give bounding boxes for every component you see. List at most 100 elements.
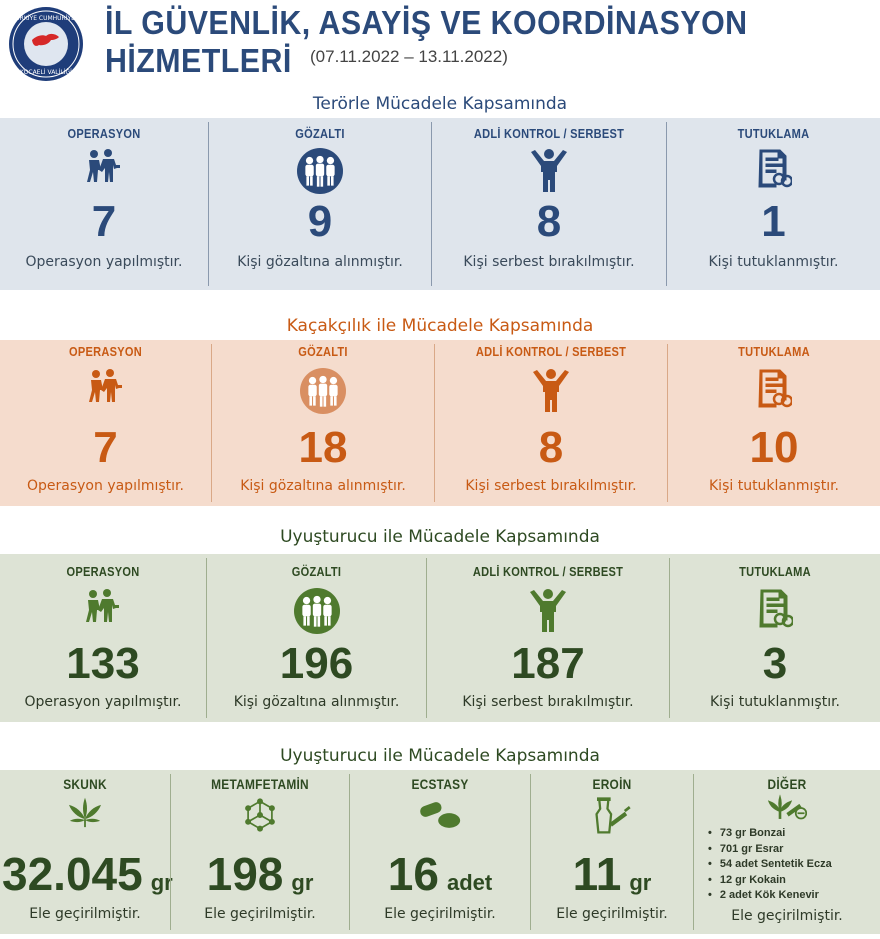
pills-icon bbox=[418, 800, 462, 830]
value-unit: gr bbox=[629, 870, 652, 895]
card-desc: Kişi serbest bırakılmıştır. bbox=[465, 478, 637, 494]
card-label: TUTUKLAMA bbox=[737, 126, 810, 141]
narcotics-operation-card: OPERASYON 133 Operasyon yapılmıştır. bbox=[0, 554, 206, 722]
card-desc: Kişi serbest bırakılmıştır. bbox=[462, 694, 634, 710]
terror-arrest-card: TUTUKLAMA 1 Kişi tutuklanmıştır. bbox=[667, 118, 880, 290]
card-value: 7 bbox=[91, 197, 117, 246]
smuggling-arrest-card: TUTUKLAMA 10 Kişi tutuklanmıştır. bbox=[668, 340, 880, 506]
detainees-icon bbox=[300, 368, 346, 414]
value-unit: gr bbox=[291, 870, 314, 895]
card-value: 9 bbox=[307, 197, 333, 246]
leaf-syringe-icon bbox=[767, 794, 807, 822]
card-desc: Ele geçirilmiştir. bbox=[29, 906, 141, 922]
value-unit: gr bbox=[150, 870, 173, 895]
card-label: OPERASYON bbox=[66, 564, 140, 579]
smuggling-operation-card: OPERASYON 7 Operasyon yapılmıştır. bbox=[0, 340, 211, 506]
smuggling-release-card: ADLİ KONTROL / SERBEST 8 Kişi serbest bı… bbox=[435, 340, 667, 506]
card-label: ADLİ KONTROL / SERBEST bbox=[472, 564, 624, 579]
card-value: 18 bbox=[298, 423, 348, 472]
card-label: ECSTASY bbox=[411, 776, 469, 792]
seizure-meth-card: METAMFETAMİN 198 gr Ele geçirilmiştir. bbox=[171, 770, 349, 934]
narcotics-release-card: ADLİ KONTROL / SERBEST 187 Kişi serbest … bbox=[427, 554, 669, 722]
svg-text:TÜRKİYE CUMHURİYETİ: TÜRKİYE CUMHURİYETİ bbox=[11, 15, 81, 22]
card-value: 32.045 gr bbox=[2, 851, 173, 905]
list-item: 12 gr Kokain bbox=[708, 873, 832, 889]
arrest-icon bbox=[83, 588, 123, 624]
card-desc: Kişi gözaltına alınmıştır. bbox=[237, 254, 403, 270]
card-label: OPERASYON bbox=[67, 126, 141, 141]
card-desc: Kişi tutuklanmıştır. bbox=[708, 254, 839, 270]
card-value: 198 gr bbox=[171, 851, 349, 905]
terror-release-card: ADLİ KONTROL / SERBEST 8 Kişi serbest bı… bbox=[432, 118, 666, 290]
freed-person-icon bbox=[528, 588, 568, 632]
arrest-icon bbox=[86, 368, 126, 404]
card-label: SKUNK bbox=[63, 776, 107, 792]
seizures-band: SKUNK 32.045 gr Ele geçirilmiştir. METAMF… bbox=[0, 770, 880, 934]
page-title: İL GÜVENLİK, ASAYİŞ VE KOORDİNASYON HİZM… bbox=[105, 4, 748, 79]
list-item: 54 adet Sentetik Ecza bbox=[708, 857, 832, 873]
card-desc: Ele geçirilmiştir. bbox=[384, 906, 496, 922]
card-label: TUTUKLAMA bbox=[738, 344, 810, 359]
card-desc: Operasyon yapılmıştır. bbox=[25, 254, 183, 270]
section-title-terror: Terörle Mücadele Kapsamında bbox=[312, 94, 568, 114]
smuggling-band: OPERASYON 7 Operasyon yapılmıştır. GÖZAL… bbox=[0, 340, 880, 506]
card-desc: Operasyon yapılmıştır. bbox=[27, 478, 184, 494]
section-title-seizures: Uyuşturucu ile Mücadele Kapsamında bbox=[280, 746, 600, 766]
value-unit: adet bbox=[446, 870, 493, 895]
card-label: EROİN bbox=[592, 776, 632, 792]
terror-band: OPERASYON 7 Operasyon yapılmıştır. GÖZAL… bbox=[0, 118, 880, 290]
card-desc: Ele geçirilmiştir. bbox=[204, 906, 316, 922]
section-title-smuggling: Kaçakçılık ile Mücadele Kapsamında bbox=[286, 316, 594, 336]
seizure-heroin-card: EROİN 11 gr Ele geçirilmiştir. bbox=[531, 770, 693, 934]
card-label: GÖZALTI bbox=[298, 344, 348, 359]
card-desc: Operasyon yapılmıştır. bbox=[24, 694, 182, 710]
card-value: 11 gr bbox=[531, 851, 693, 905]
section-title-narcotics: Uyuşturucu ile Mücadele Kapsamında bbox=[280, 527, 600, 547]
seizure-skunk-card: SKUNK 32.045 gr Ele geçirilmiştir. bbox=[0, 770, 173, 934]
detainees-icon bbox=[294, 588, 340, 634]
card-desc: Ele geçirilmiştir. bbox=[731, 908, 843, 924]
card-desc: Ele geçirilmiştir. bbox=[556, 906, 668, 922]
kocaeli-valiligi-logo: TÜRKİYE CUMHURİYETİ KOCAELİ VALİLİĞİ bbox=[9, 7, 83, 81]
card-desc: Kişi tutuklanmıştır. bbox=[710, 694, 840, 710]
card-label: DİĞER bbox=[767, 776, 807, 792]
seizure-ecstasy-card: ECSTASY 16 adet Ele geçirilmiştir. bbox=[350, 770, 530, 934]
cannabis-leaf-icon bbox=[67, 796, 103, 828]
card-label: GÖZALTI bbox=[295, 126, 345, 141]
terror-operation-card: OPERASYON 7 Operasyon yapılmıştır. bbox=[0, 118, 208, 290]
narcotics-band: OPERASYON 133 Operasyon yapılmıştır. GÖZ… bbox=[0, 554, 880, 722]
value-number: 198 bbox=[206, 848, 284, 900]
card-label: ADLİ KONTROL / SERBEST bbox=[473, 126, 625, 141]
card-label: OPERASYON bbox=[69, 344, 142, 359]
card-value: 8 bbox=[538, 423, 564, 472]
card-value: 8 bbox=[536, 197, 562, 246]
seizure-other-card: DİĞER 73 gr Bonzai 701 gr Esrar 54 adet … bbox=[694, 770, 880, 934]
card-value: 7 bbox=[93, 423, 118, 472]
card-value: 3 bbox=[762, 639, 788, 688]
freed-person-icon bbox=[529, 148, 569, 192]
list-item: 73 gr Bonzai bbox=[708, 826, 832, 842]
value-number: 16 bbox=[387, 848, 439, 900]
document-handcuffs-icon bbox=[756, 148, 792, 188]
freed-person-icon bbox=[531, 368, 571, 412]
detainees-icon bbox=[297, 148, 343, 194]
value-number: 11 bbox=[572, 848, 622, 900]
document-handcuffs-icon bbox=[757, 588, 793, 628]
card-desc: Kişi gözaltına alınmıştır. bbox=[240, 478, 406, 494]
list-item: 701 gr Esrar bbox=[708, 842, 832, 858]
card-value: 196 bbox=[279, 639, 354, 688]
card-desc: Kişi gözaltına alınmıştır. bbox=[233, 694, 400, 710]
card-value: 16 adet bbox=[350, 851, 530, 905]
svg-text:KOCAELİ VALİLİĞİ: KOCAELİ VALİLİĞİ bbox=[20, 69, 72, 76]
card-value: 1 bbox=[761, 197, 786, 246]
card-label: GÖZALTI bbox=[291, 564, 342, 579]
card-value: 10 bbox=[749, 423, 799, 472]
narcotics-arrest-card: TUTUKLAMA 3 Kişi tutuklanmıştır. bbox=[670, 554, 880, 722]
narcotics-detention-card: GÖZALTI 196 Kişi gözaltına alınmıştır. bbox=[207, 554, 426, 722]
other-seizure-list: 73 gr Bonzai 701 gr Esrar 54 adet Sentet… bbox=[708, 826, 832, 904]
arrest-icon bbox=[84, 148, 124, 184]
heroin-syringe-icon bbox=[592, 796, 632, 836]
card-label: ADLİ KONTROL / SERBEST bbox=[475, 344, 627, 359]
card-label: TUTUKLAMA bbox=[739, 564, 811, 579]
card-desc: Kişi serbest bırakılmıştır. bbox=[463, 254, 635, 270]
